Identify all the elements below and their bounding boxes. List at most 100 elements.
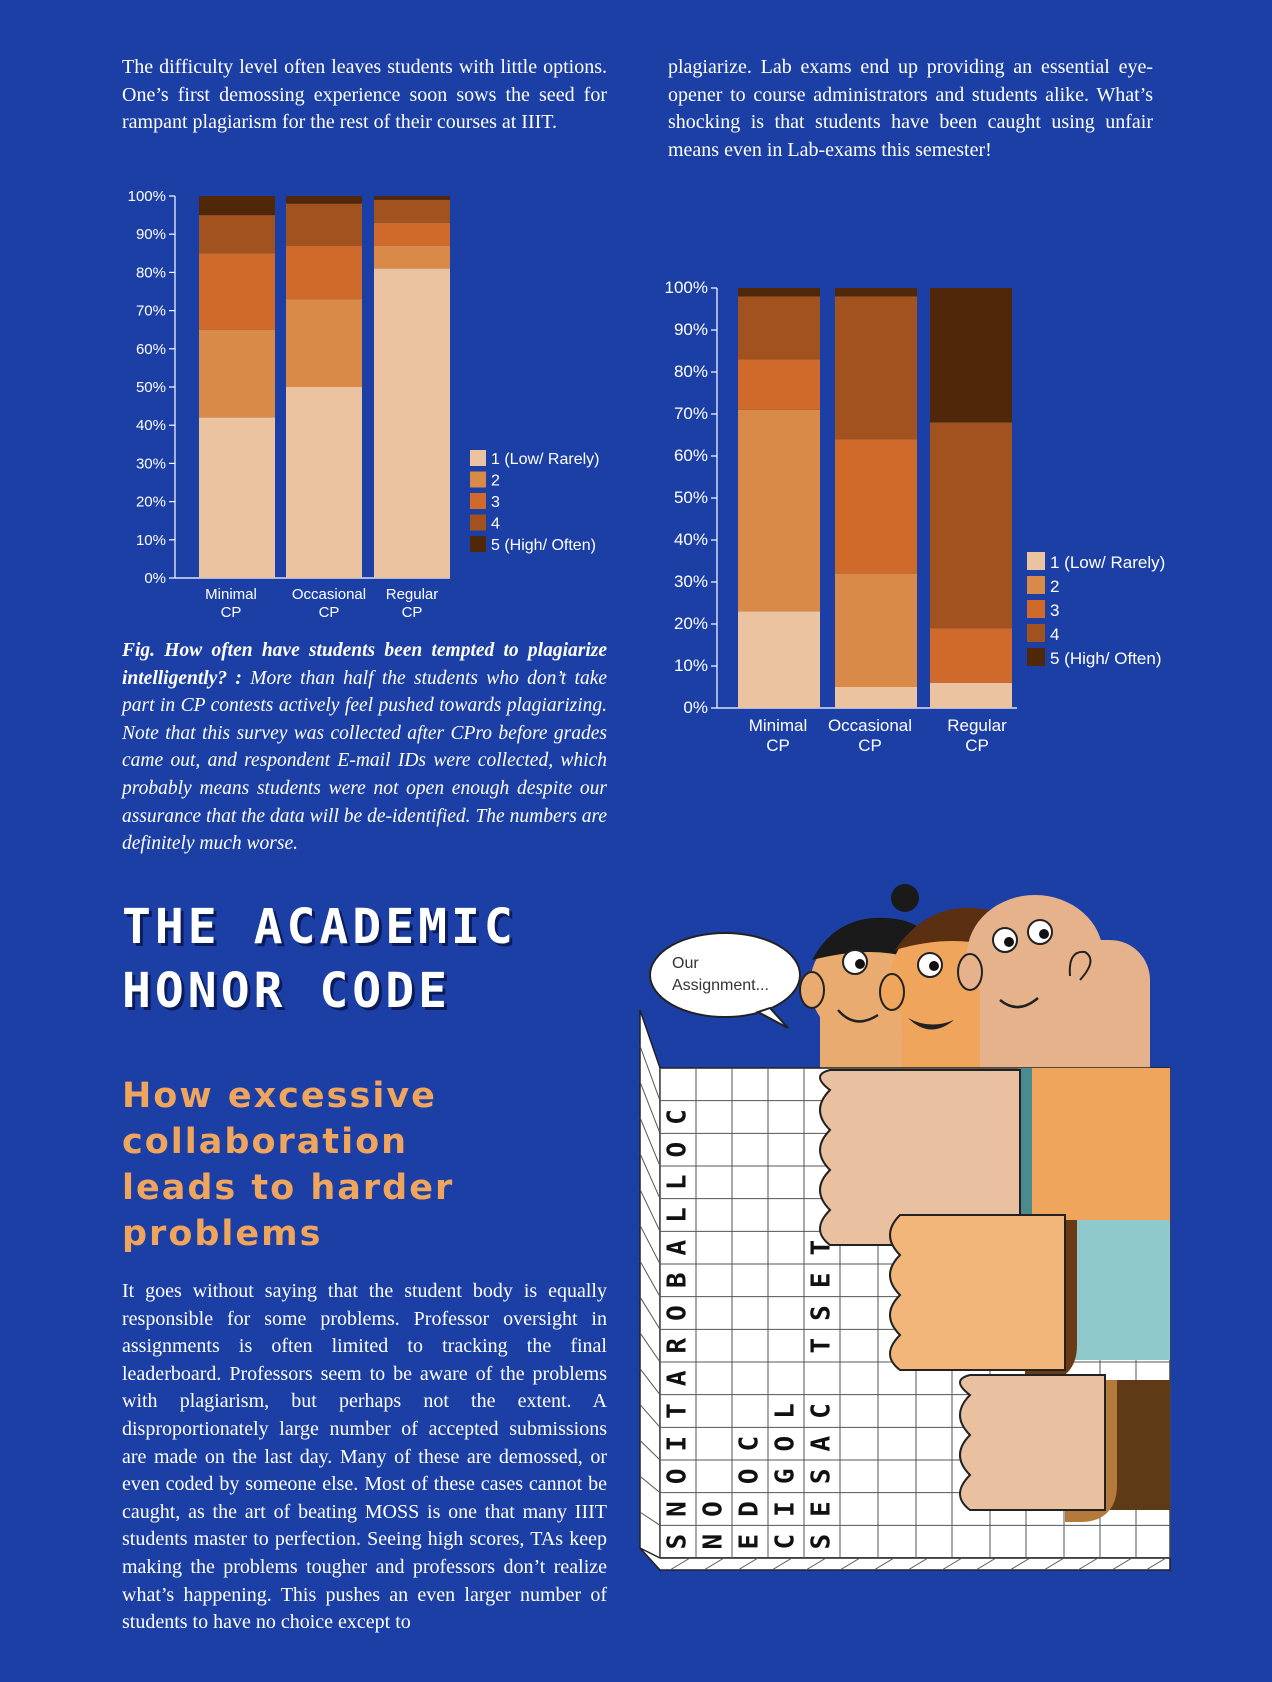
grid-letter: E	[807, 1501, 837, 1517]
grid-letter: O	[663, 1142, 693, 1158]
section-title-line2: HONOR CODE	[122, 963, 451, 1019]
y-tick-label: 30%	[674, 572, 708, 591]
subheading-line: How excessive	[122, 1076, 437, 1116]
grid-letter: N	[663, 1501, 693, 1517]
grid-letter: C	[663, 1109, 693, 1125]
bar-segment-level-1	[738, 611, 820, 708]
bar-segment-level-2	[286, 299, 362, 387]
grid-letter: O	[735, 1469, 765, 1485]
legend-swatch	[1027, 576, 1045, 594]
y-tick-label: 10%	[136, 532, 166, 549]
legend-swatch	[1027, 600, 1045, 618]
legend-label: 1 (Low/ Rarely)	[491, 451, 599, 468]
grid-letter: L	[663, 1175, 693, 1191]
section-title-line1: THE ACADEMIC	[122, 899, 517, 955]
bar-segment-level-5	[286, 196, 362, 204]
y-tick-label: 80%	[136, 264, 166, 281]
category-label: Occasional	[292, 586, 366, 603]
grid-letter: T	[663, 1403, 693, 1419]
bar-segment-level-3	[374, 222, 450, 246]
grid-letter: S	[663, 1534, 693, 1550]
category-label: Minimal	[749, 716, 808, 735]
bar-segment-level-3	[738, 359, 820, 410]
y-tick-label: 50%	[674, 488, 708, 507]
bar-segment-level-4	[738, 296, 820, 360]
legend-label: 2	[491, 473, 500, 490]
category-label: Regular	[386, 586, 439, 603]
y-tick-label: 90%	[136, 226, 166, 243]
subheading-line: leads to harder	[122, 1168, 455, 1208]
grid-letter: L	[663, 1207, 693, 1223]
collaboration-illustration: Our Assignment...	[639, 884, 1171, 1572]
y-tick-label: 20%	[674, 614, 708, 633]
grid-letter: T	[807, 1240, 837, 1256]
bar-segment-level-1	[374, 268, 450, 578]
y-tick-label: 20%	[136, 494, 166, 511]
honor-code-paragraph: It goes without saying that the student …	[122, 1280, 607, 1634]
grid-letter: O	[663, 1305, 693, 1321]
category-label: CP	[402, 604, 423, 621]
legend-swatch	[1027, 648, 1045, 666]
grid-letter: C	[735, 1436, 765, 1452]
bar-segment-level-2	[374, 245, 450, 269]
grid-letter: A	[663, 1370, 693, 1386]
y-tick-label: 0%	[683, 698, 708, 717]
y-tick-label: 70%	[674, 404, 708, 423]
subheading-line: collaboration	[122, 1122, 409, 1162]
grid-letter: I	[771, 1501, 801, 1517]
legend-label: 2	[1050, 577, 1059, 596]
bar-segment-level-2	[835, 573, 917, 687]
subheading-line: problems	[122, 1214, 323, 1254]
y-tick-label: 60%	[136, 341, 166, 358]
grid-letter: I	[663, 1436, 693, 1452]
bar-segment-level-5	[374, 196, 450, 200]
legend-swatch	[470, 493, 486, 509]
category-label: Minimal	[205, 586, 257, 603]
bar-segment-level-5	[930, 288, 1012, 423]
grid-letter: B	[663, 1273, 693, 1289]
bar-segment-level-4	[835, 296, 917, 440]
figure-caption-title: Fig. How often have students been tempte…	[122, 640, 607, 689]
grid-letter: R	[663, 1337, 693, 1353]
y-tick-label: 40%	[674, 530, 708, 549]
subheading: How excessive collaboration leads to har…	[122, 1073, 454, 1257]
category-label: CP	[319, 604, 340, 621]
bar-segment-level-5	[199, 196, 275, 216]
grid-letter: C	[807, 1403, 837, 1419]
legend-label: 1 (Low/ Rarely)	[1050, 553, 1165, 572]
grid-letter: S	[807, 1305, 837, 1321]
y-tick-label: 10%	[674, 656, 708, 675]
grid-letter: A	[663, 1239, 693, 1255]
grid-letter: D	[735, 1501, 765, 1517]
legend-label: 3	[491, 494, 500, 511]
intro-paragraph-right: plagiarize. Lab exams end up providing a…	[668, 56, 1153, 161]
legend-swatch	[470, 450, 486, 466]
legend-swatch	[1027, 624, 1045, 642]
bar-segment-level-4	[199, 215, 275, 254]
speech-text-2: Assignment...	[672, 977, 769, 994]
bar-segment-level-5	[738, 288, 820, 297]
legend-swatch	[1027, 552, 1045, 570]
grid-letter: A	[807, 1435, 837, 1451]
hands	[819, 1069, 1106, 1511]
y-tick-label: 70%	[136, 303, 166, 320]
y-tick-label: 0%	[144, 570, 166, 587]
chart-plagiarism-temptation: 0% 10% 20% 30% 40% 50% 60% 70% 80% 90% 100% Minimal…	[128, 188, 600, 621]
bar-segment-level-1	[199, 417, 275, 578]
grid-letter: N	[699, 1534, 729, 1550]
grid-letter: C	[771, 1534, 801, 1550]
category-label: CP	[221, 604, 242, 621]
bar-segment-level-4	[930, 422, 1012, 629]
legend-label: 4	[491, 516, 500, 533]
category-label: CP	[858, 736, 882, 755]
grid-letter: G	[771, 1469, 801, 1485]
bar-segment-level-1	[835, 687, 917, 708]
y-tick-label: 50%	[136, 379, 166, 396]
y-tick-label: 40%	[136, 417, 166, 434]
legend-label: 5 (High/ Often)	[491, 537, 596, 554]
legend-swatch	[470, 471, 486, 488]
section-title: THE ACADEMIC HONOR CODE	[122, 895, 517, 1023]
bar-segment-level-2	[738, 409, 820, 612]
legend-label: 4	[1050, 625, 1059, 644]
category-label: CP	[766, 736, 790, 755]
